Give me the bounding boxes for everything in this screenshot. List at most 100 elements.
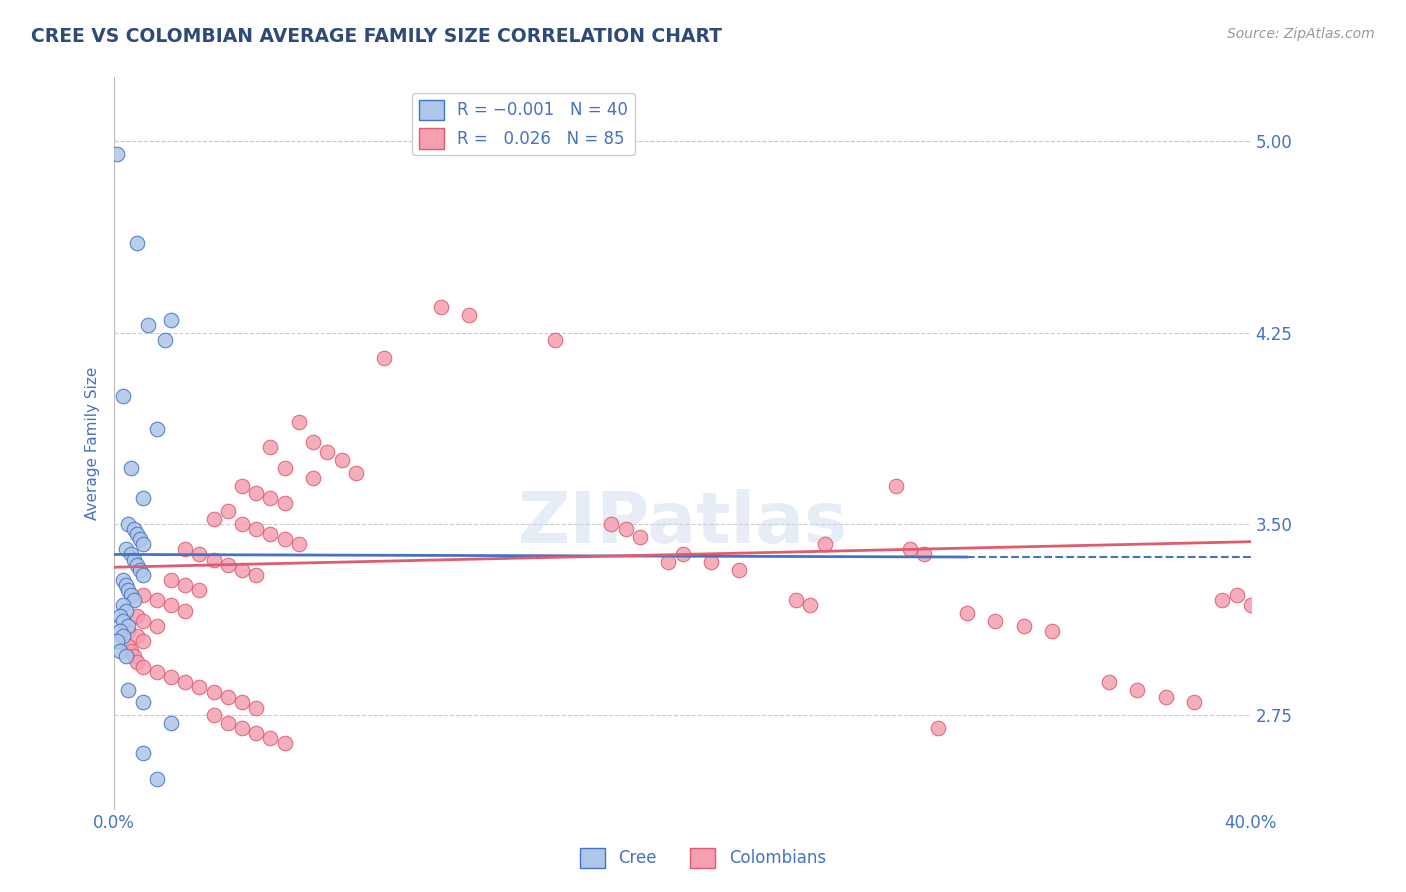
Point <box>160 573 183 587</box>
Point <box>125 236 148 251</box>
Point <box>111 573 134 587</box>
Point <box>813 537 835 551</box>
Point <box>231 563 253 577</box>
Point <box>131 614 153 628</box>
Point <box>799 599 821 613</box>
Point <box>202 685 225 699</box>
Point <box>217 558 239 572</box>
Point <box>108 624 131 638</box>
Point <box>108 644 131 658</box>
Point <box>122 593 145 607</box>
Point <box>125 558 148 572</box>
Point <box>160 670 183 684</box>
Point <box>231 721 253 735</box>
Point <box>188 548 211 562</box>
Point <box>273 460 295 475</box>
Point <box>122 552 145 566</box>
Point <box>728 563 751 577</box>
Point <box>1012 619 1035 633</box>
Point <box>288 537 311 551</box>
Point <box>174 603 197 617</box>
Point <box>131 567 153 582</box>
Point <box>174 578 197 592</box>
Point <box>188 680 211 694</box>
Point <box>105 634 128 648</box>
Point <box>114 578 136 592</box>
Point <box>111 614 134 628</box>
Point <box>217 715 239 730</box>
Point <box>785 593 807 607</box>
Point <box>174 542 197 557</box>
Legend: Cree, Colombians: Cree, Colombians <box>574 841 832 875</box>
Point <box>245 726 267 740</box>
Point <box>131 659 153 673</box>
Point <box>273 736 295 750</box>
Point <box>600 516 623 531</box>
Point <box>111 389 134 403</box>
Text: CREE VS COLOMBIAN AVERAGE FAMILY SIZE CORRELATION CHART: CREE VS COLOMBIAN AVERAGE FAMILY SIZE CO… <box>31 27 721 45</box>
Point <box>188 583 211 598</box>
Point <box>128 563 150 577</box>
Point <box>259 491 281 506</box>
Point <box>316 445 339 459</box>
Point <box>146 593 169 607</box>
Point <box>614 522 637 536</box>
Point <box>1182 695 1205 709</box>
Point <box>458 308 481 322</box>
Point <box>111 629 134 643</box>
Point <box>131 634 153 648</box>
Point <box>245 486 267 500</box>
Legend: R = −0.001   N = 40, R =   0.026   N = 85: R = −0.001 N = 40, R = 0.026 N = 85 <box>412 93 634 155</box>
Point <box>671 548 693 562</box>
Point <box>912 548 935 562</box>
Point <box>120 548 142 562</box>
Point <box>273 496 295 510</box>
Point <box>131 491 153 506</box>
Point <box>217 690 239 705</box>
Point <box>155 333 177 347</box>
Point <box>120 588 142 602</box>
Point <box>146 422 169 436</box>
Point <box>302 471 325 485</box>
Point <box>122 649 145 664</box>
Point <box>131 537 153 551</box>
Point <box>927 721 949 735</box>
Point <box>628 530 651 544</box>
Point <box>700 555 723 569</box>
Point <box>302 435 325 450</box>
Point <box>1240 599 1263 613</box>
Y-axis label: Average Family Size: Average Family Size <box>86 367 100 520</box>
Point <box>273 532 295 546</box>
Point <box>117 516 139 531</box>
Point <box>108 608 131 623</box>
Point <box>1098 675 1121 690</box>
Point <box>114 542 136 557</box>
Point <box>136 318 159 332</box>
Point <box>117 619 139 633</box>
Point <box>117 640 139 654</box>
Point <box>430 300 453 314</box>
Point <box>898 542 921 557</box>
Point <box>131 747 153 761</box>
Text: ZIPatlas: ZIPatlas <box>517 490 848 558</box>
Point <box>543 333 565 347</box>
Point <box>288 415 311 429</box>
Point <box>146 772 169 786</box>
Point <box>1211 593 1233 607</box>
Point <box>117 583 139 598</box>
Point <box>160 599 183 613</box>
Point <box>1226 588 1249 602</box>
Point <box>120 644 142 658</box>
Point <box>128 532 150 546</box>
Point <box>657 555 679 569</box>
Point <box>125 527 148 541</box>
Point <box>202 512 225 526</box>
Point <box>259 527 281 541</box>
Point <box>120 460 142 475</box>
Point <box>125 629 148 643</box>
Point <box>259 440 281 454</box>
Point <box>111 599 134 613</box>
Point <box>884 478 907 492</box>
Point <box>1154 690 1177 705</box>
Point <box>1040 624 1063 638</box>
